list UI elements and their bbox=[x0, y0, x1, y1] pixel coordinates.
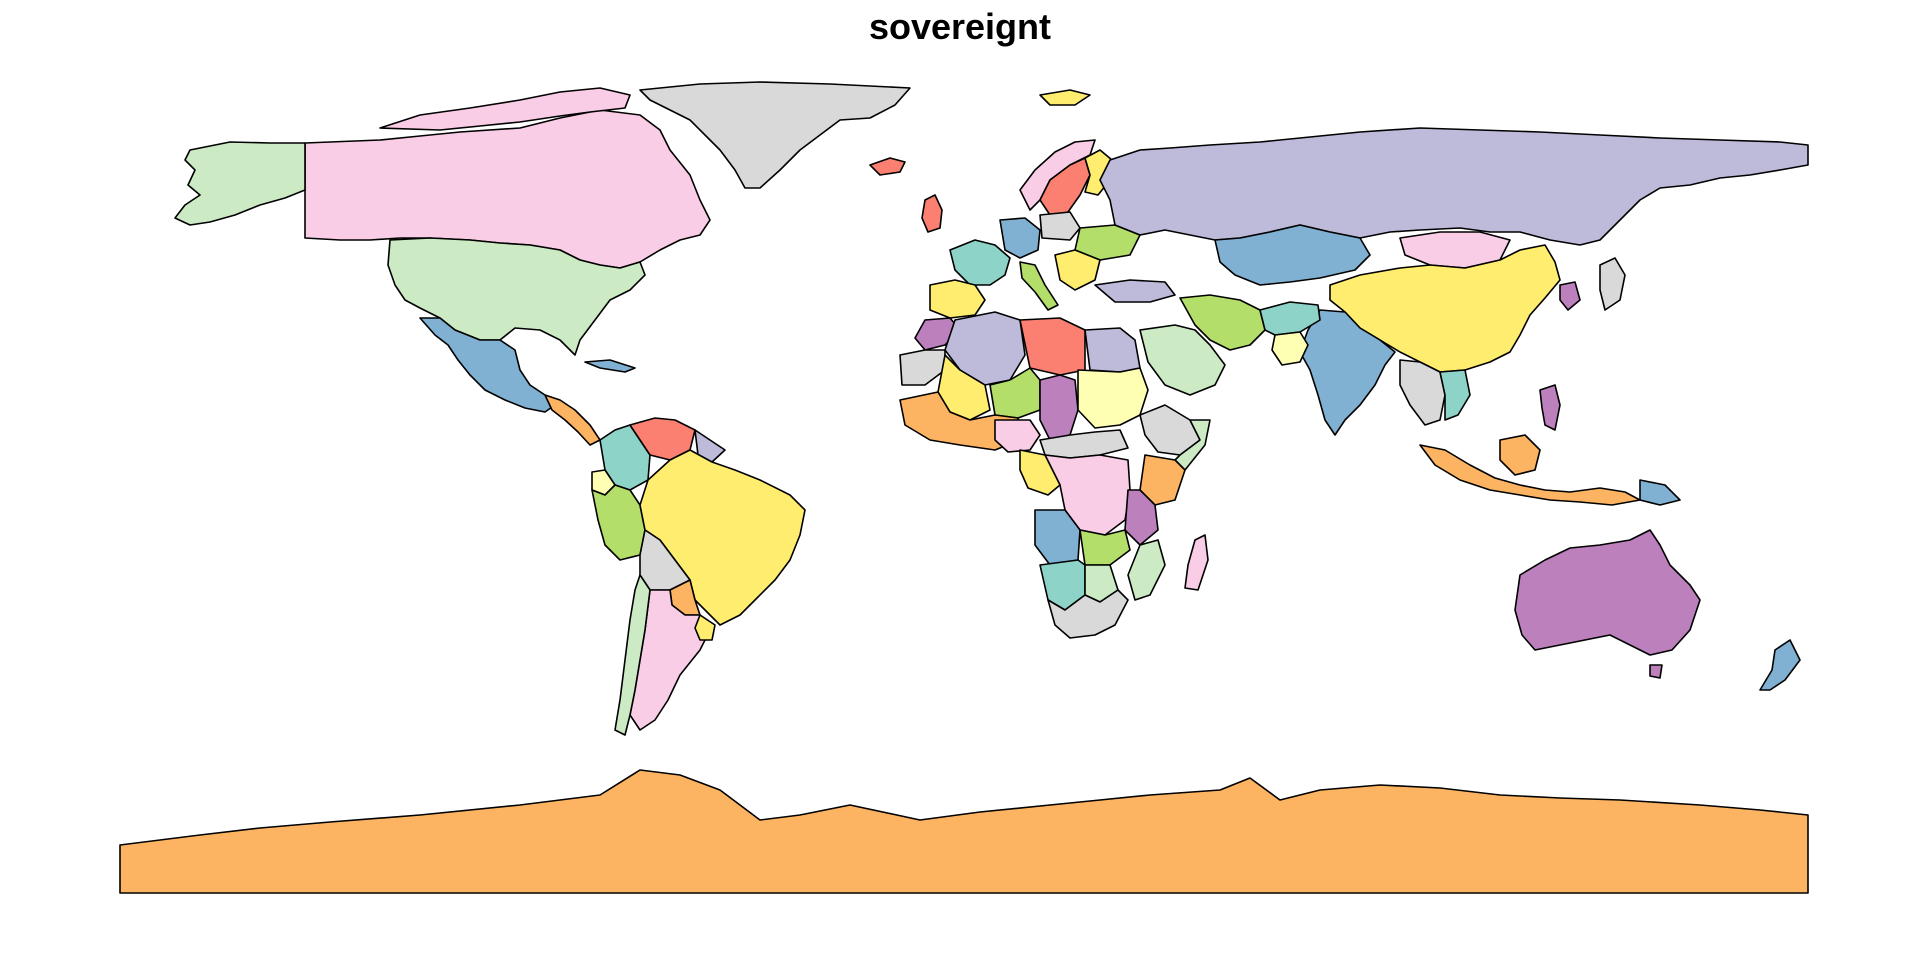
region-chile bbox=[614, 574, 651, 736]
region-gabon bbox=[1019, 449, 1061, 496]
region-cuba bbox=[584, 359, 636, 373]
region-korea bbox=[1559, 281, 1581, 311]
region-new-zealand bbox=[1759, 639, 1801, 691]
region-usa bbox=[387, 237, 646, 356]
region-sudan bbox=[1077, 367, 1149, 429]
region-iran bbox=[1179, 294, 1266, 351]
region-west-sahara bbox=[899, 349, 946, 386]
region-peru bbox=[591, 484, 646, 561]
region-mozambique bbox=[1127, 539, 1166, 601]
region-svalbard bbox=[1039, 89, 1091, 106]
region-france bbox=[949, 239, 1011, 286]
region-saudi-arabia bbox=[1139, 324, 1226, 396]
region-uruguay bbox=[694, 614, 716, 641]
region-egypt bbox=[1084, 327, 1141, 373]
region-italy bbox=[1019, 261, 1059, 311]
region-chad bbox=[1039, 374, 1079, 441]
map-title: sovereignt bbox=[868, 6, 1052, 47]
region-india bbox=[1299, 309, 1396, 436]
region-iceland bbox=[869, 157, 906, 176]
region-morocco bbox=[914, 317, 961, 351]
region-guianas bbox=[694, 429, 726, 463]
region-philippines bbox=[1539, 384, 1561, 431]
region-antarctica bbox=[119, 769, 1809, 894]
region-alaska bbox=[174, 141, 306, 226]
region-indonesia bbox=[1419, 444, 1641, 506]
region-madagascar bbox=[1184, 534, 1209, 591]
region-balkans bbox=[1054, 249, 1101, 291]
region-turkey bbox=[1094, 279, 1176, 303]
region-thailand bbox=[1439, 369, 1471, 421]
region-uk bbox=[921, 194, 943, 233]
region-south-africa bbox=[1047, 589, 1129, 639]
region-spain bbox=[929, 279, 986, 319]
region-poland bbox=[1039, 211, 1081, 241]
region-germany bbox=[999, 217, 1041, 259]
region-central-america bbox=[544, 394, 601, 446]
region-indochina bbox=[1399, 359, 1446, 426]
region-papua bbox=[1639, 479, 1681, 506]
region-libya bbox=[1019, 317, 1086, 376]
region-tasmania bbox=[1649, 664, 1663, 679]
region-borneo bbox=[1499, 434, 1541, 476]
region-zambia bbox=[1079, 529, 1131, 566]
region-japan bbox=[1599, 257, 1626, 311]
region-australia bbox=[1514, 529, 1701, 656]
region-nigeria bbox=[994, 419, 1041, 453]
region-greenland bbox=[639, 81, 911, 189]
region-pakistan bbox=[1271, 331, 1309, 366]
region-canada-islands bbox=[379, 87, 631, 131]
region-russia bbox=[1099, 127, 1809, 246]
region-afghanistan bbox=[1259, 301, 1321, 336]
region-kazakhstan bbox=[1214, 224, 1371, 286]
